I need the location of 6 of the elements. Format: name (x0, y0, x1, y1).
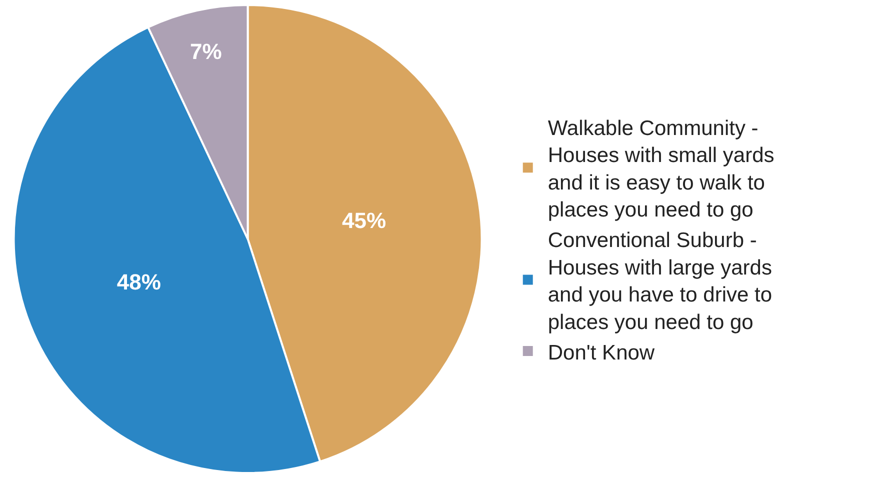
data-label: 7% (190, 39, 222, 64)
data-label: 48% (116, 270, 161, 295)
legend-label: Walkable Community - Houses with small yards and it is easy to walk to places you need to go (548, 116, 774, 222)
legend-label: Conventional Suburb - Houses with large yards and you have to drive to places you need to go (548, 229, 772, 334)
data-label: 45% (342, 208, 386, 234)
legend-label: Don't Know (548, 341, 656, 364)
